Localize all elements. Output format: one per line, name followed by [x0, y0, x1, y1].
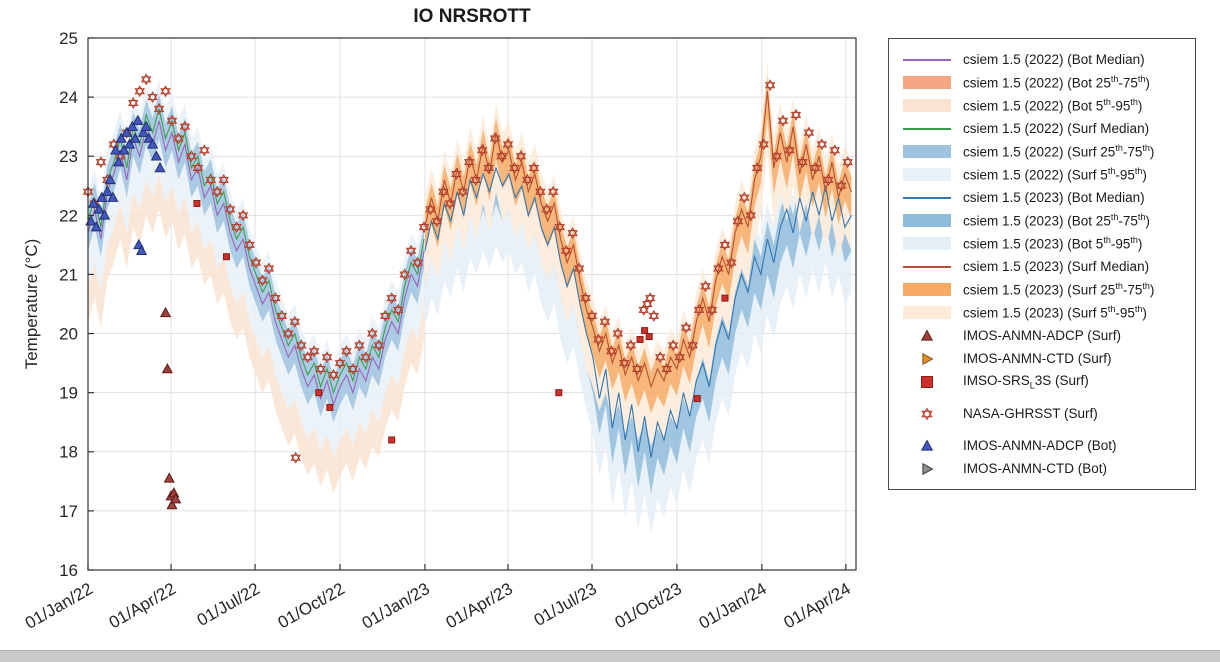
legend-label: IMOS-ANMN-ADCP (Bot) — [963, 438, 1117, 453]
legend-label: csiem 1.5 (2022) (Surf Median) — [963, 121, 1150, 136]
legend-item-0: csiem 1.5 (2022) (Bot Median) — [899, 48, 1185, 71]
legend-swatch — [899, 306, 955, 319]
legend-label: csiem 1.5 (2023) (Bot 25th-75th) — [963, 212, 1150, 229]
y-axis-tick-labels: 16 17 18 19 20 21 22 23 24 25 — [59, 29, 78, 580]
legend-swatch — [899, 237, 955, 250]
svg-text:01/Apr/22: 01/Apr/22 — [106, 579, 179, 632]
legend-swatch — [899, 168, 955, 181]
legend-item-14: IMSO-SRSL3S (Surf) — [899, 370, 1185, 393]
svg-text:01/Jan/23: 01/Jan/23 — [359, 579, 433, 633]
legend-label: csiem 1.5 (2023) (Surf 5th-95th) — [963, 304, 1147, 321]
legend-swatch — [899, 373, 955, 391]
legend-swatch — [899, 99, 955, 112]
nasa-ghrsst-surf-marker-icon — [921, 407, 933, 420]
svg-text:18: 18 — [59, 443, 78, 462]
legend-label: IMOS-ANMN-CTD (Bot) — [963, 461, 1107, 476]
svg-text:19: 19 — [59, 384, 78, 403]
legend-item-3: csiem 1.5 (2022) (Surf Median) — [899, 117, 1185, 140]
legend-swatch — [899, 214, 955, 227]
imos-anmn-adcp-surf-marker-icon — [920, 328, 934, 341]
svg-text:01/Oct/23: 01/Oct/23 — [612, 579, 685, 632]
legend-item-13: IMOS-ANMN-CTD (Surf) — [899, 347, 1185, 370]
legend-label: NASA-GHRSST (Surf) — [963, 406, 1098, 421]
legend-swatch — [899, 265, 955, 268]
legend-swatch — [899, 145, 955, 158]
svg-text:01/Jul/23: 01/Jul/23 — [531, 579, 600, 630]
legend-swatch — [899, 58, 955, 61]
legend-swatch — [899, 405, 955, 423]
legend-item-6: csiem 1.5 (2023) (Bot Median) — [899, 186, 1185, 209]
legend-item-15: NASA-GHRSST (Surf) — [899, 402, 1185, 425]
chart-title: IO NRSROTT — [413, 6, 531, 27]
legend-item-9: csiem 1.5 (2023) (Surf Median) — [899, 255, 1185, 278]
svg-text:25: 25 — [59, 29, 78, 48]
legend: csiem 1.5 (2022) (Bot Median) csiem 1.5 (… — [888, 38, 1196, 490]
legend-item-12: IMOS-ANMN-ADCP (Surf) — [899, 324, 1185, 347]
legend-swatch — [899, 127, 955, 130]
legend-label: IMSO-SRSL3S (Surf) — [963, 372, 1089, 391]
legend-item-7: csiem 1.5 (2023) (Bot 25th-75th) — [899, 209, 1185, 232]
legend-label: csiem 1.5 (2022) (Bot 25th-75th) — [963, 74, 1150, 91]
legend-label: csiem 1.5 (2022) (Bot 5th-95th) — [963, 97, 1143, 114]
legend-label: csiem 1.5 (2022) (Bot Median) — [963, 52, 1145, 67]
svg-text:01/Apr/24: 01/Apr/24 — [780, 579, 853, 632]
imos-anmn-adcp-bot-marker-icon — [920, 438, 934, 451]
svg-text:24: 24 — [59, 88, 78, 107]
svg-text:23: 23 — [59, 147, 78, 166]
svg-text:01/Apr/23: 01/Apr/23 — [443, 579, 516, 632]
svg-text:17: 17 — [59, 502, 78, 521]
svg-text:01/Oct/22: 01/Oct/22 — [275, 579, 348, 632]
legend-swatch — [899, 350, 955, 368]
legend-swatch — [899, 437, 955, 455]
legend-label: csiem 1.5 (2023) (Surf 25th-75th) — [963, 281, 1155, 298]
imos-anmn-ctd-surf-marker-icon — [922, 352, 934, 365]
legend-item-4: csiem 1.5 (2022) (Surf 25th-75th) — [899, 140, 1185, 163]
svg-text:16: 16 — [59, 561, 78, 580]
legend-item-10: csiem 1.5 (2023) (Surf 25th-75th) — [899, 278, 1185, 301]
svg-text:01/Jul/22: 01/Jul/22 — [194, 579, 263, 630]
legend-swatch — [899, 196, 955, 199]
legend-swatch — [899, 460, 955, 478]
legend-label: csiem 1.5 (2022) (Surf 5th-95th) — [963, 166, 1147, 183]
legend-label: csiem 1.5 (2023) (Bot 5th-95th) — [963, 235, 1143, 252]
svg-text:20: 20 — [59, 325, 78, 344]
svg-text:01/Jan/24: 01/Jan/24 — [696, 579, 770, 633]
legend-item-1: csiem 1.5 (2022) (Bot 25th-75th) — [899, 71, 1185, 94]
imso-srs-l3s-surf-marker-icon — [921, 375, 933, 388]
svg-text:01/Jan/22: 01/Jan/22 — [22, 579, 96, 633]
legend-label: csiem 1.5 (2023) (Bot Median) — [963, 190, 1145, 205]
legend-label: csiem 1.5 (2022) (Surf 25th-75th) — [963, 143, 1155, 160]
legend-label: IMOS-ANMN-ADCP (Surf) — [963, 328, 1122, 343]
legend-item-11: csiem 1.5 (2023) (Surf 5th-95th) — [899, 301, 1185, 324]
legend-swatch — [899, 327, 955, 345]
svg-text:21: 21 — [59, 265, 78, 284]
legend-item-8: csiem 1.5 (2023) (Bot 5th-95th) — [899, 232, 1185, 255]
imos-anmn-ctd-bot-marker-icon — [922, 462, 934, 475]
axes-box — [87, 37, 857, 571]
marker-series-imso-srs-l3s-surf — [193, 200, 729, 444]
svg-text:22: 22 — [59, 206, 78, 225]
legend-item-16: IMOS-ANMN-ADCP (Bot) — [899, 434, 1185, 457]
legend-label: IMOS-ANMN-CTD (Surf) — [963, 351, 1112, 366]
legend-item-2: csiem 1.5 (2022) (Bot 5th-95th) — [899, 94, 1185, 117]
x-axis-tick-labels: 01/Jan/22 01/Apr/22 01/Jul/22 01/Oct/22 01/J… — [22, 579, 854, 633]
tick-marks — [87, 37, 847, 571]
legend-swatch — [899, 283, 955, 296]
legend-item-17: IMOS-ANMN-CTD (Bot) — [899, 457, 1185, 480]
plot-area: 16 17 18 19 20 21 22 23 24 25 01/Jan/22 01/Apr/22 01… — [22, 29, 857, 633]
legend-swatch — [899, 76, 955, 89]
window-edge — [0, 650, 1220, 662]
marker-series-nasa-ghrsst-surf — [82, 73, 853, 464]
marker-series-imos-anmn-adcp-surf — [159, 306, 182, 510]
legend-item-5: csiem 1.5 (2022) (Surf 5th-95th) — [899, 163, 1185, 186]
legend-label: csiem 1.5 (2023) (Surf Median) — [963, 259, 1150, 274]
